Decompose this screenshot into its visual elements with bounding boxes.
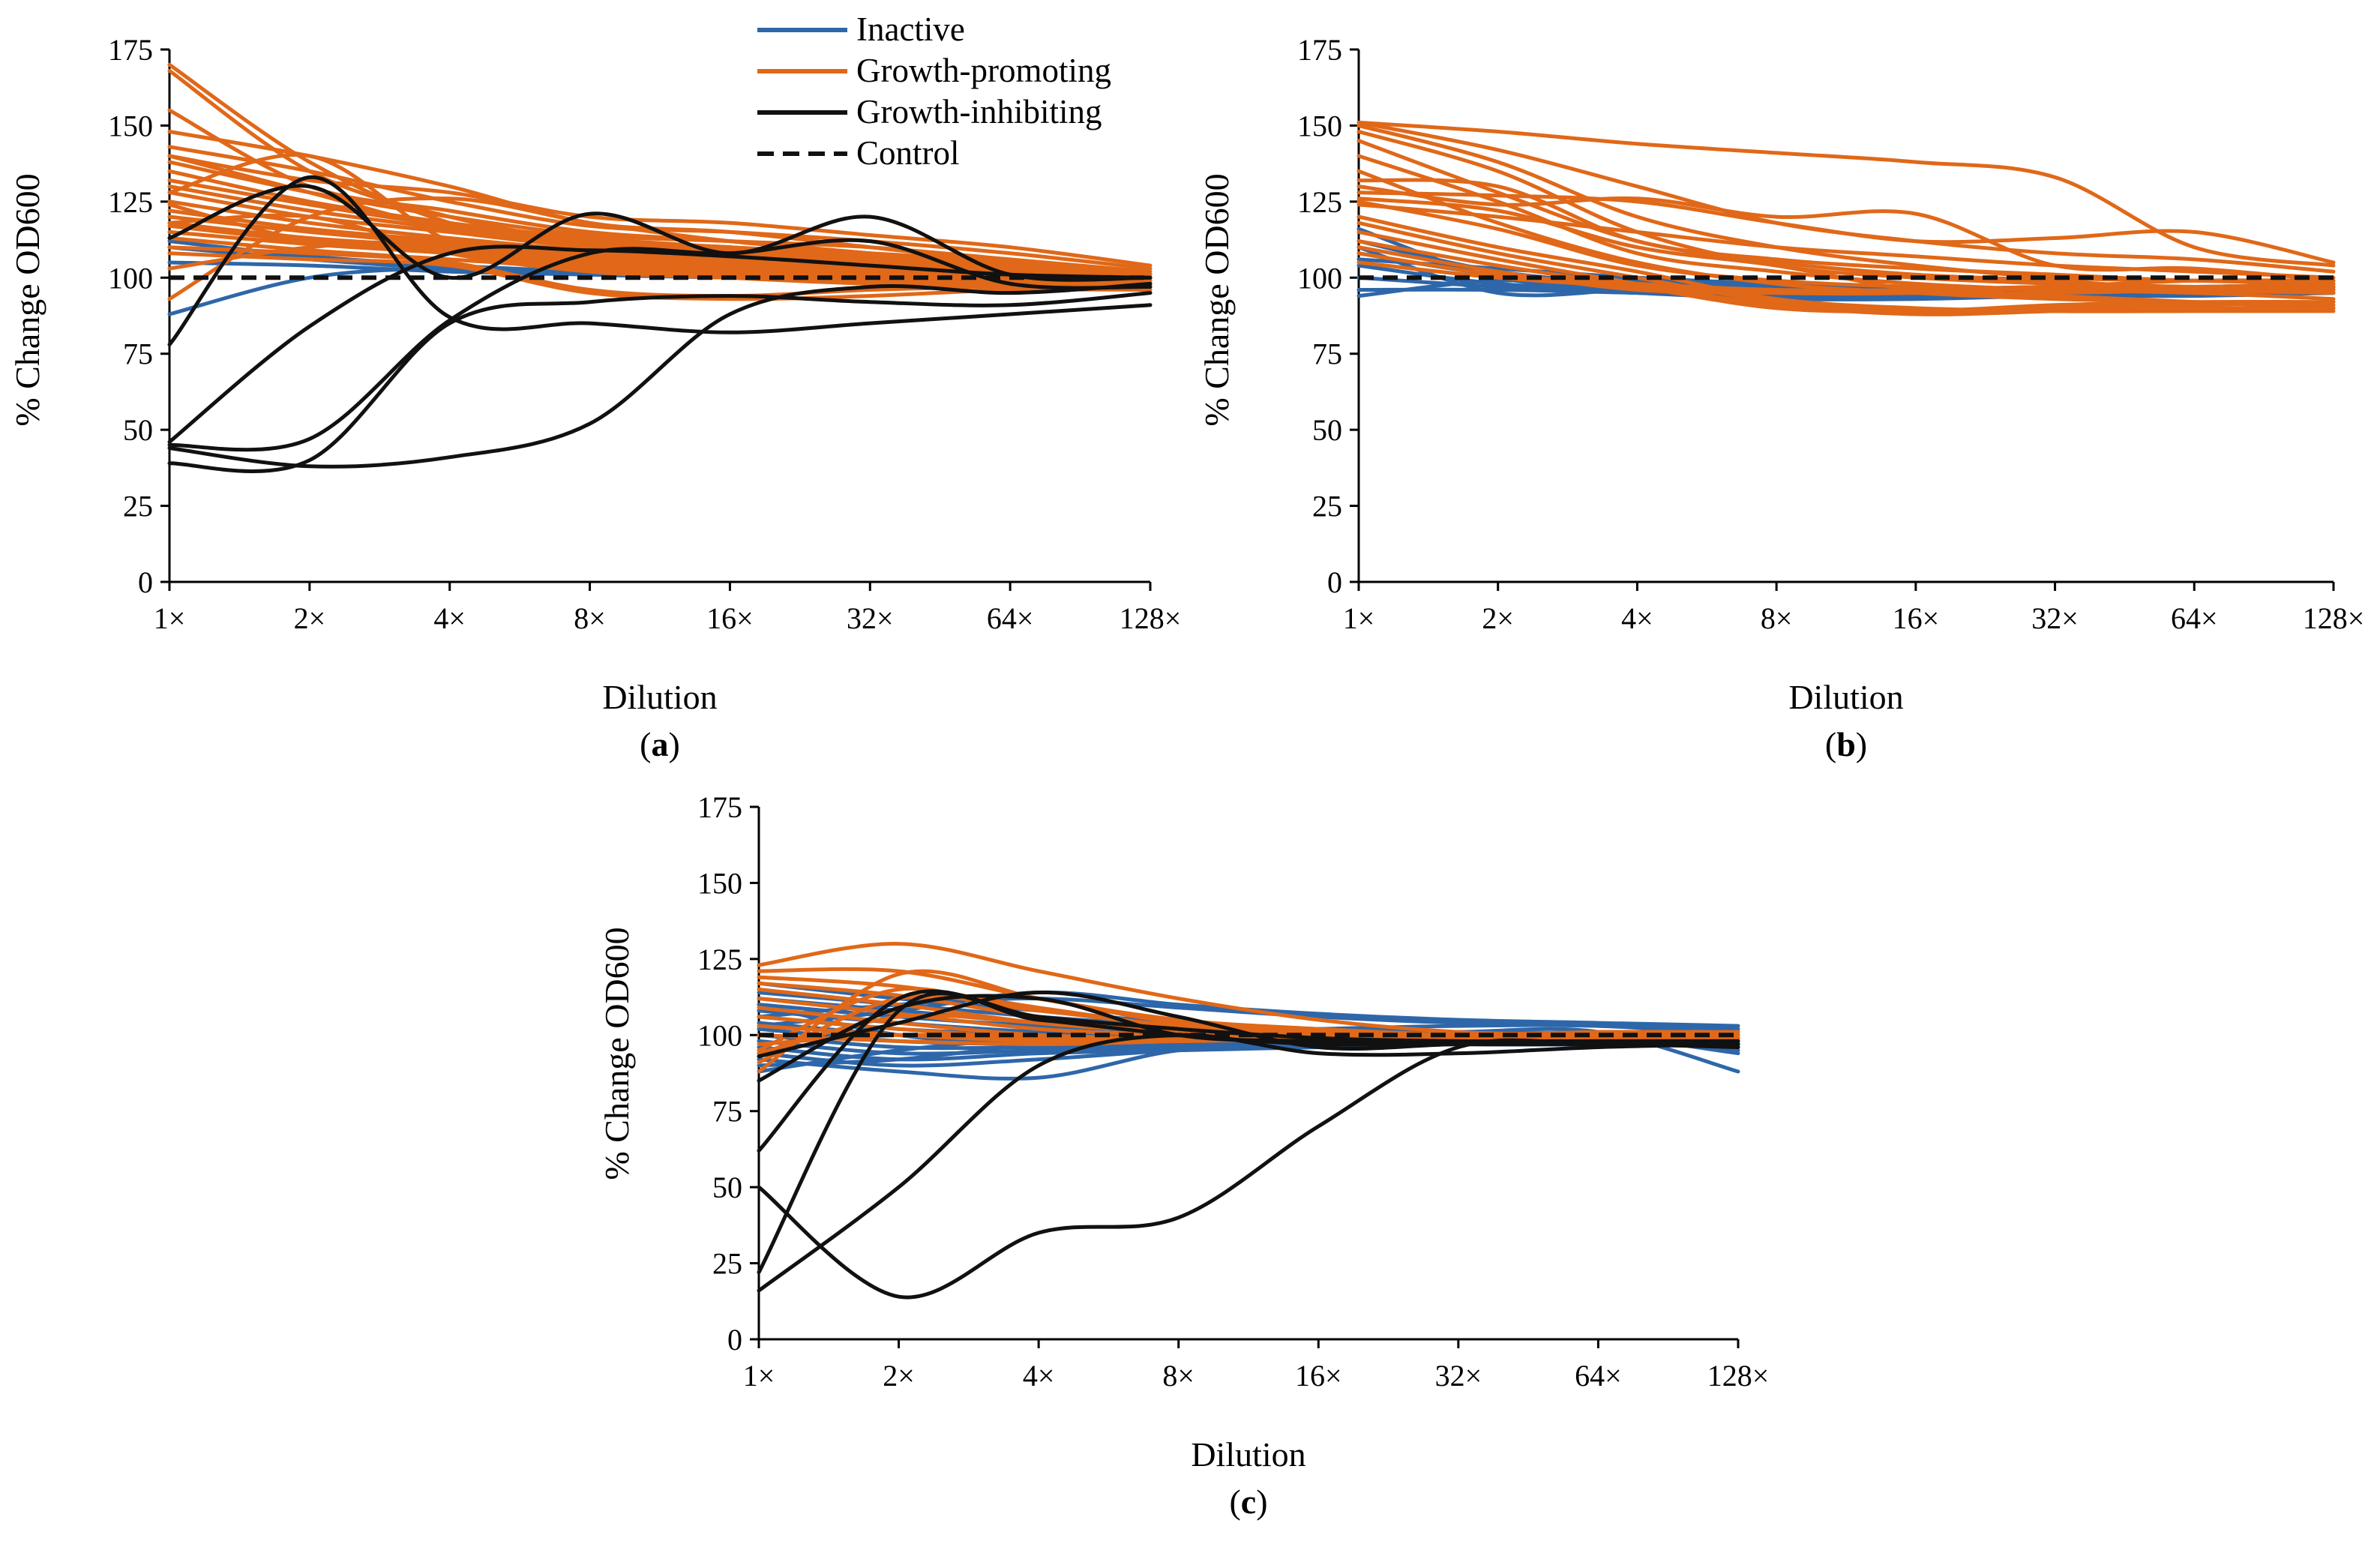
panel-c-growth-inhibiting-line: [757, 1033, 1740, 1293]
panel-b-growth-promoting-line: [1356, 184, 2336, 283]
panel-b-label: (b): [1825, 725, 1867, 763]
panel-c-y-axis-label: % Change OD600: [598, 927, 636, 1180]
panel-b-growth-promoting-line: [1356, 239, 2336, 313]
panel-c-label-open: (: [1229, 1483, 1240, 1521]
panel-c-x-tick-label: 1×: [743, 1359, 775, 1393]
panel-a-y-tick-label: 100: [108, 261, 153, 295]
panel-c-x-tick-label: 128×: [1707, 1359, 1770, 1393]
panel-c: 0 25 50 75 100 125 150 175 1× 2× 4× 8× 16× 32× 64× 128×…: [598, 790, 1769, 1521]
panel-c-x-tick-label: 8×: [1162, 1359, 1194, 1393]
panel-b: 0 25 50 75 100 125 150 175 1× 2× 4× 8× 16× 32× 64× 128×…: [1197, 33, 2364, 763]
panel-c-x-tick-label: 64×: [1575, 1359, 1622, 1393]
legend-growth-promoting-label: Growth-promoting: [856, 52, 1111, 89]
panel-b-inactive-line: [1356, 275, 2336, 301]
panel-c-y-tick-label: 0: [727, 1323, 742, 1357]
panel-c-y-tick-label: 175: [697, 790, 742, 824]
legend-control-label: Control: [856, 134, 960, 172]
panel-c-growth-inhibiting-line: [757, 989, 1740, 1153]
panel-a-x-tick-label: 8×: [574, 601, 606, 635]
panel-c-x-tick-label: 4×: [1023, 1359, 1055, 1393]
panel-b-x-tick-label: 16×: [1893, 601, 1940, 635]
panel-b-growth-promoting-line: [1356, 190, 2336, 265]
panel-c-y-tick-label: 150: [697, 866, 742, 900]
panel-b-y-tick-label: 100: [1297, 261, 1342, 295]
panel-c-x-tick-label: 16×: [1295, 1359, 1342, 1393]
panel-a-y-tick-label: 125: [108, 185, 153, 219]
panel-b-growth-promoting-line: [1356, 120, 2336, 268]
panel-c-label: (c): [1229, 1483, 1267, 1521]
panel-a-label-letter: a: [652, 725, 669, 763]
panel-a-y-tick-label: 75: [123, 337, 153, 371]
panel-a-y-tick-label: 25: [123, 490, 153, 523]
panel-b-y-tick-label: 0: [1327, 565, 1342, 599]
panel-b-y-tick-label: 50: [1312, 413, 1342, 447]
panel-a-chart: 0 25 50 75 100 125 150 175 1× 2× 4× 8× 16× 32× 64× 128×: [108, 33, 1181, 635]
panel-c-y-tick-label: 25: [712, 1247, 742, 1281]
legend: Inactive Growth-promoting Growth-inhibit…: [757, 10, 1111, 172]
panel-c-x-axis-label: Dilution: [1191, 1435, 1305, 1474]
panel-b-x-tick-label: 1×: [1343, 601, 1375, 635]
panel-a-growth-inhibiting-line: [167, 184, 1153, 282]
panel-b-x-tick-label: 4×: [1621, 601, 1653, 635]
panel-b-y-tick-label: 150: [1297, 109, 1342, 142]
legend-inactive-label: Inactive: [856, 10, 965, 48]
panel-a-x-axis-label: Dilution: [602, 678, 717, 716]
panel-c-y-tick-label: 100: [697, 1018, 742, 1052]
panel-b-x-axis-label: Dilution: [1788, 678, 1903, 716]
panel-c-label-letter: c: [1241, 1483, 1256, 1521]
panel-b-label-open: (: [1825, 725, 1836, 763]
legend-growth-inhibiting-label: Growth-inhibiting: [856, 93, 1102, 130]
panel-b-y-tick-label: 75: [1312, 337, 1342, 371]
panel-b-x-tick-label: 8×: [1761, 601, 1793, 635]
panel-b-growth-promoting-line: [1356, 220, 2336, 313]
panel-b-x-tick-label: 2×: [1482, 601, 1514, 635]
panel-b-y-tick-label: 175: [1297, 33, 1342, 67]
panel-b-y-axis-label: % Change OD600: [1197, 173, 1236, 426]
panel-a-x-tick-label: 128×: [1120, 601, 1182, 635]
panel-c-x-tick-label: 32×: [1435, 1359, 1482, 1393]
panel-a-x-tick-label: 1×: [154, 601, 186, 635]
panel-a-y-axis-label: % Change OD600: [8, 173, 46, 426]
panel-b-growth-promoting-line: [1356, 199, 2336, 292]
panel-b-x-tick-label: 64×: [2171, 601, 2218, 635]
panel-a-growth-promoting-line: [167, 153, 1153, 289]
panel-a-x-tick-label: 4×: [433, 601, 466, 635]
panel-c-label-close: ): [1256, 1483, 1267, 1521]
panel-a: 0 25 50 75 100 125 150 175 1× 2× 4× 8× 16× 32× 64× 128×…: [8, 33, 1181, 763]
panel-b-growth-promoting-line: [1356, 178, 2336, 283]
panel-c-growth-inhibiting-line: [757, 1038, 1740, 1300]
panel-c-y-tick-label: 75: [712, 1095, 742, 1129]
panel-b-chart: 0 25 50 75 100 125 150 175 1× 2× 4× 8× 16× 32× 64× 128×: [1297, 33, 2364, 635]
panel-a-label-close: ): [669, 725, 680, 763]
panel-a-label-open: (: [640, 725, 651, 763]
panel-a-growth-promoting-line: [167, 202, 1153, 292]
panel-a-growth-inhibiting-line: [167, 291, 1153, 473]
panel-a-x-tick-label: 16×: [706, 601, 754, 635]
panel-a-x-tick-label: 32×: [847, 601, 894, 635]
panel-a-y-tick-label: 150: [108, 109, 153, 142]
panel-a-x-tick-label: 2×: [294, 601, 326, 635]
panel-a-label: (a): [640, 725, 680, 763]
panel-a-growth-inhibiting-line: [167, 175, 1153, 346]
panel-c-y-tick-label: 50: [712, 1171, 742, 1204]
panel-b-growth-promoting-line: [1356, 214, 2336, 313]
panel-a-growth-inhibiting-line: [167, 281, 1153, 469]
panel-b-y-tick-label: 125: [1297, 185, 1342, 219]
panel-b-x-tick-label: 32×: [2031, 601, 2079, 635]
panel-c-x-tick-label: 2×: [883, 1359, 915, 1393]
panel-b-label-close: ): [1856, 725, 1867, 763]
panel-b-y-tick-label: 25: [1312, 490, 1342, 523]
panel-b-growth-promoting-line: [1356, 202, 2336, 280]
panel-b-x-tick-label: 128×: [2303, 601, 2365, 635]
panel-a-y-tick-label: 50: [123, 413, 153, 447]
panel-a-x-tick-label: 64×: [987, 601, 1034, 635]
panel-c-chart: 0 25 50 75 100 125 150 175 1× 2× 4× 8× 16× 32× 64× 128×: [697, 790, 1769, 1393]
panel-b-label-letter: b: [1836, 725, 1856, 763]
panel-a-growth-inhibiting-line: [167, 244, 1153, 444]
panel-a-y-tick-label: 0: [138, 565, 153, 599]
panel-c-y-tick-label: 125: [697, 943, 742, 976]
panel-a-y-tick-label: 175: [108, 33, 153, 67]
